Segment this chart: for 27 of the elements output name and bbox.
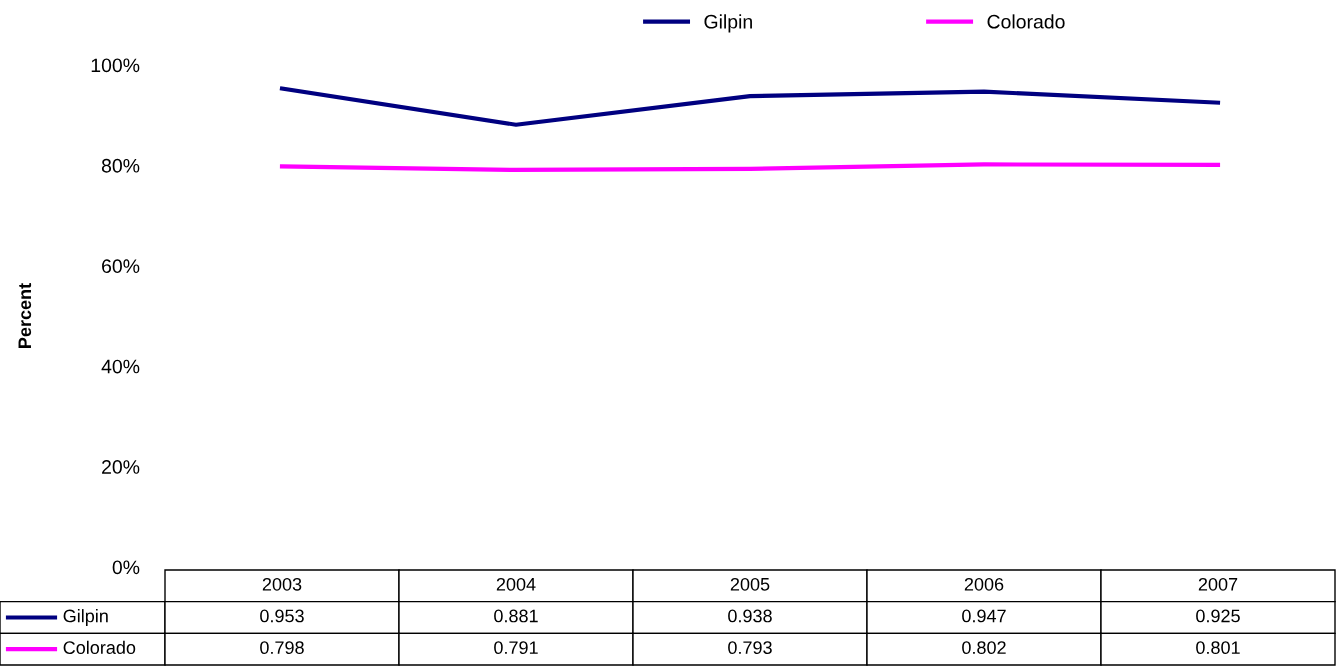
data-label: 0.802 (962, 641, 1006, 655)
legend-label: Gilpin (704, 14, 752, 33)
y-tick-label: 80% (101, 158, 140, 173)
legend-label: Colorado (987, 14, 1065, 29)
data-label: 0.881 (494, 609, 538, 623)
y-axis-title: Percent (18, 283, 32, 348)
x-tick-label: 2004 (496, 577, 536, 591)
y-tick-label: 20% (102, 460, 140, 474)
data-label: 0.925 (1196, 609, 1240, 623)
data-label: 0.791 (494, 641, 538, 655)
line-series (279, 86, 1221, 127)
data-label: 0.953 (260, 609, 304, 623)
y-tick-label: 100% (91, 58, 140, 73)
data-label: 0.793 (728, 641, 772, 655)
x-tick-label: 2006 (964, 577, 1004, 591)
x-tick-label: 2003 (262, 577, 302, 591)
y-tick-label: 40% (101, 359, 140, 374)
text: Colorado (63, 640, 136, 655)
y-tick-label: 0% (112, 560, 140, 575)
text: Gilpin (63, 609, 108, 626)
data-label: 0.938 (728, 609, 772, 623)
data-label: 0.801 (1196, 641, 1240, 655)
y-tick-label: 60% (102, 259, 140, 274)
data-label: 0.947 (962, 609, 1006, 623)
x-tick-label: 2005 (730, 577, 770, 591)
x-tick-label: 2007 (1198, 577, 1238, 591)
data-label: 0.798 (260, 641, 304, 655)
